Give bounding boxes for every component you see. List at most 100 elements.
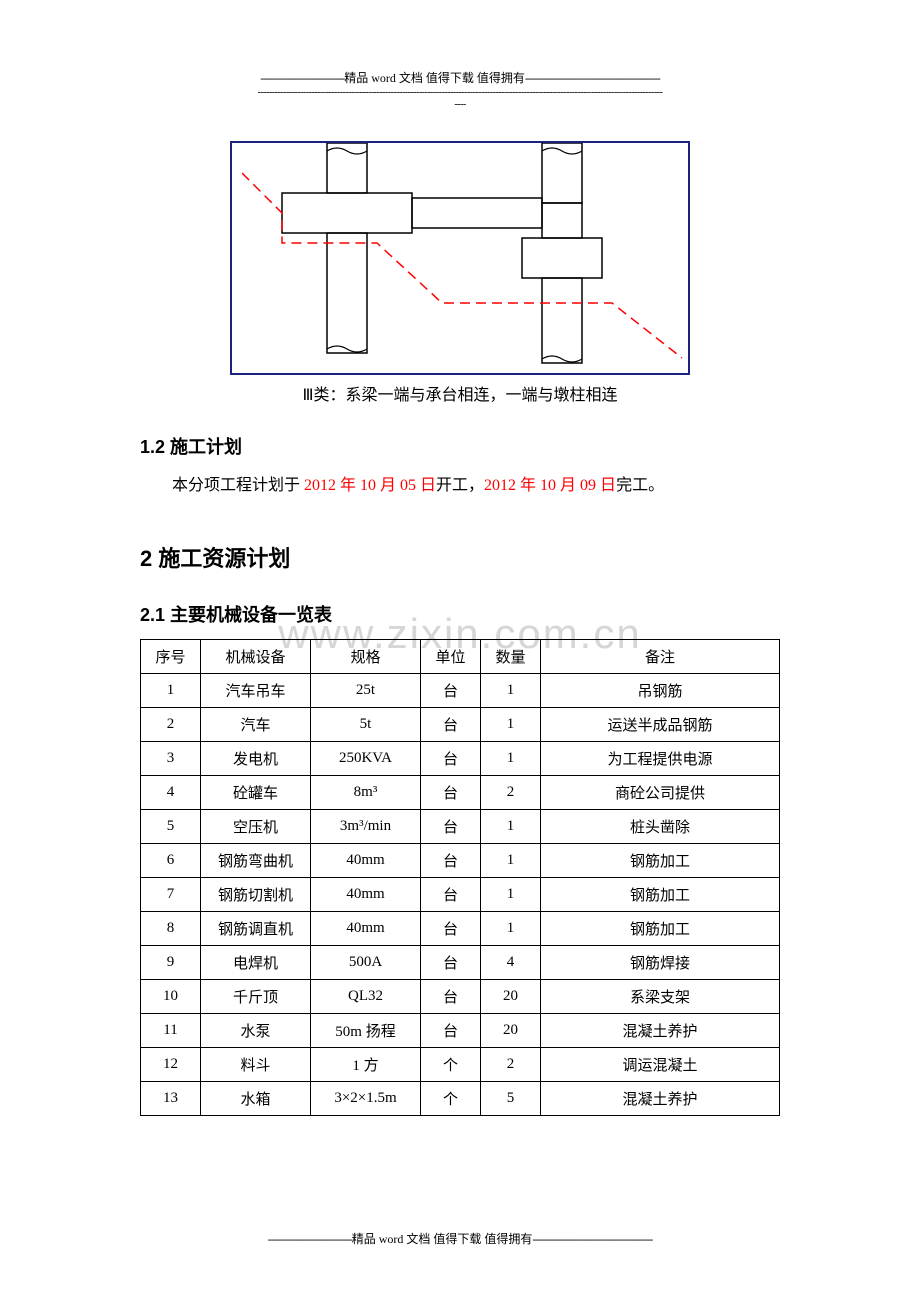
plan-mid: 开工，	[436, 477, 484, 494]
table-cell: 40mm	[311, 844, 421, 878]
table-cell: 250KVA	[311, 742, 421, 776]
table-cell: 1	[481, 742, 541, 776]
table-cell: 发电机	[201, 742, 311, 776]
table-cell: 台	[421, 1014, 481, 1048]
plan-start-date: 2012 年 10 月 05 日	[304, 477, 436, 494]
page-footer: ----------------------------精品 word 文档 值…	[140, 1230, 780, 1247]
table-cell: 5	[141, 810, 201, 844]
table-cell: 台	[421, 844, 481, 878]
table-cell: 砼罐车	[201, 776, 311, 810]
table-cell: 500A	[311, 946, 421, 980]
table-cell: 1 方	[311, 1048, 421, 1082]
table-cell: 台	[421, 878, 481, 912]
table-cell: QL32	[311, 980, 421, 1014]
footer-dash-left: ----------------------------	[268, 1232, 352, 1246]
table-cell: 1	[481, 810, 541, 844]
col-name: 机械设备	[201, 640, 311, 674]
footer-title: 精品 word 文档 值得下载 值得拥有	[352, 1232, 533, 1246]
table-cell: 台	[421, 980, 481, 1014]
table-cell: 20	[481, 1014, 541, 1048]
table-row: 3发电机250KVA台1为工程提供电源	[141, 742, 780, 776]
table-row: 5空压机3m³/min台1桩头凿除	[141, 810, 780, 844]
table-row: 7钢筋切割机40mm台1钢筋加工	[141, 878, 780, 912]
table-cell: 11	[141, 1014, 201, 1048]
table-cell: 个	[421, 1082, 481, 1116]
table-cell: 40mm	[311, 912, 421, 946]
table-cell: 混凝土养护	[541, 1014, 780, 1048]
table-cell: 桩头凿除	[541, 810, 780, 844]
table-cell: 台	[421, 674, 481, 708]
col-unit: 单位	[421, 640, 481, 674]
table-cell: 运送半成品钢筋	[541, 708, 780, 742]
diagram-caption: Ⅲ类：系梁一端与承台相连，一端与墩柱相连	[230, 381, 690, 405]
table-cell: 3	[141, 742, 201, 776]
table-cell: 1	[481, 844, 541, 878]
col-spec: 规格	[311, 640, 421, 674]
table-cell: 汽车吊车	[201, 674, 311, 708]
heading-2-1: 2.1 主要机械设备一览表	[140, 601, 780, 627]
table-row: 4砼罐车8m³台2商砼公司提供	[141, 776, 780, 810]
heading-1-2: 1.2 施工计划	[140, 433, 780, 459]
table-cell: 4	[481, 946, 541, 980]
table-cell: 2	[481, 776, 541, 810]
table-cell: 13	[141, 1082, 201, 1116]
plan-suffix: 完工。	[616, 477, 664, 494]
table-row: 11水泵50m 扬程台20混凝土养护	[141, 1014, 780, 1048]
table-row: 8钢筋调直机40mm台1钢筋加工	[141, 912, 780, 946]
table-cell: 2	[481, 1048, 541, 1082]
header-dash-right: ----------------------------------------…	[525, 71, 660, 85]
table-cell: 台	[421, 742, 481, 776]
equipment-table: 序号 机械设备 规格 单位 数量 备注 1汽车吊车25t台1吊钢筋2汽车5t台1…	[140, 639, 780, 1116]
table-cell: 商砼公司提供	[541, 776, 780, 810]
table-cell: 40mm	[311, 878, 421, 912]
table-cell: 钢筋焊接	[541, 946, 780, 980]
plan-end-date: 2012 年 10 月 09 日	[484, 477, 616, 494]
table-cell: 钢筋弯曲机	[201, 844, 311, 878]
table-cell: 汽车	[201, 708, 311, 742]
table-cell: 1	[481, 912, 541, 946]
header-title: 精品 word 文档 值得下载 值得拥有	[344, 71, 525, 85]
table-cell: 1	[481, 674, 541, 708]
table-cell: 1	[481, 878, 541, 912]
plan-paragraph: 本分项工程计划于 2012 年 10 月 05 日开工，2012 年 10 月 …	[140, 471, 780, 501]
table-cell: 混凝土养护	[541, 1082, 780, 1116]
table-row: 9电焊机500A台4钢筋焊接	[141, 946, 780, 980]
table-header-row: 序号 机械设备 规格 单位 数量 备注	[141, 640, 780, 674]
table-cell: 台	[421, 708, 481, 742]
table-cell: 水泵	[201, 1014, 311, 1048]
table-cell: 钢筋切割机	[201, 878, 311, 912]
table-cell: 5t	[311, 708, 421, 742]
table-cell: 电焊机	[201, 946, 311, 980]
table-cell: 台	[421, 776, 481, 810]
header-thin-dashes: ----------------------------------------…	[140, 87, 780, 99]
table-cell: 25t	[311, 674, 421, 708]
table-cell: 3×2×1.5m	[311, 1082, 421, 1116]
table-row: 12料斗1 方个2调运混凝土	[141, 1048, 780, 1082]
heading-2: 2 施工资源计划	[140, 541, 780, 573]
table-cell: 8m³	[311, 776, 421, 810]
col-qty: 数量	[481, 640, 541, 674]
page-header: ----------------------------精品 word 文档 值…	[140, 70, 780, 87]
table-row: 6钢筋弯曲机40mm台1钢筋加工	[141, 844, 780, 878]
header-thin-dashes-tail: ----	[140, 99, 780, 111]
table-cell: 1	[141, 674, 201, 708]
table-cell: 5	[481, 1082, 541, 1116]
table-cell: 2	[141, 708, 201, 742]
table-cell: 3m³/min	[311, 810, 421, 844]
table-cell: 台	[421, 946, 481, 980]
table-cell: 台	[421, 912, 481, 946]
table-row: 1汽车吊车25t台1吊钢筋	[141, 674, 780, 708]
table-cell: 系梁支架	[541, 980, 780, 1014]
footer-dash-right: ----------------------------------------	[532, 1232, 652, 1246]
table-cell: 10	[141, 980, 201, 1014]
table-cell: 台	[421, 810, 481, 844]
table-cell: 调运混凝土	[541, 1048, 780, 1082]
table-cell: 1	[481, 708, 541, 742]
table-cell: 料斗	[201, 1048, 311, 1082]
table-cell: 9	[141, 946, 201, 980]
table-cell: 千斤顶	[201, 980, 311, 1014]
table-row: 13水箱3×2×1.5m个5混凝土养护	[141, 1082, 780, 1116]
plan-prefix: 本分项工程计划于	[172, 477, 304, 494]
table-cell: 钢筋加工	[541, 878, 780, 912]
table-cell: 为工程提供电源	[541, 742, 780, 776]
